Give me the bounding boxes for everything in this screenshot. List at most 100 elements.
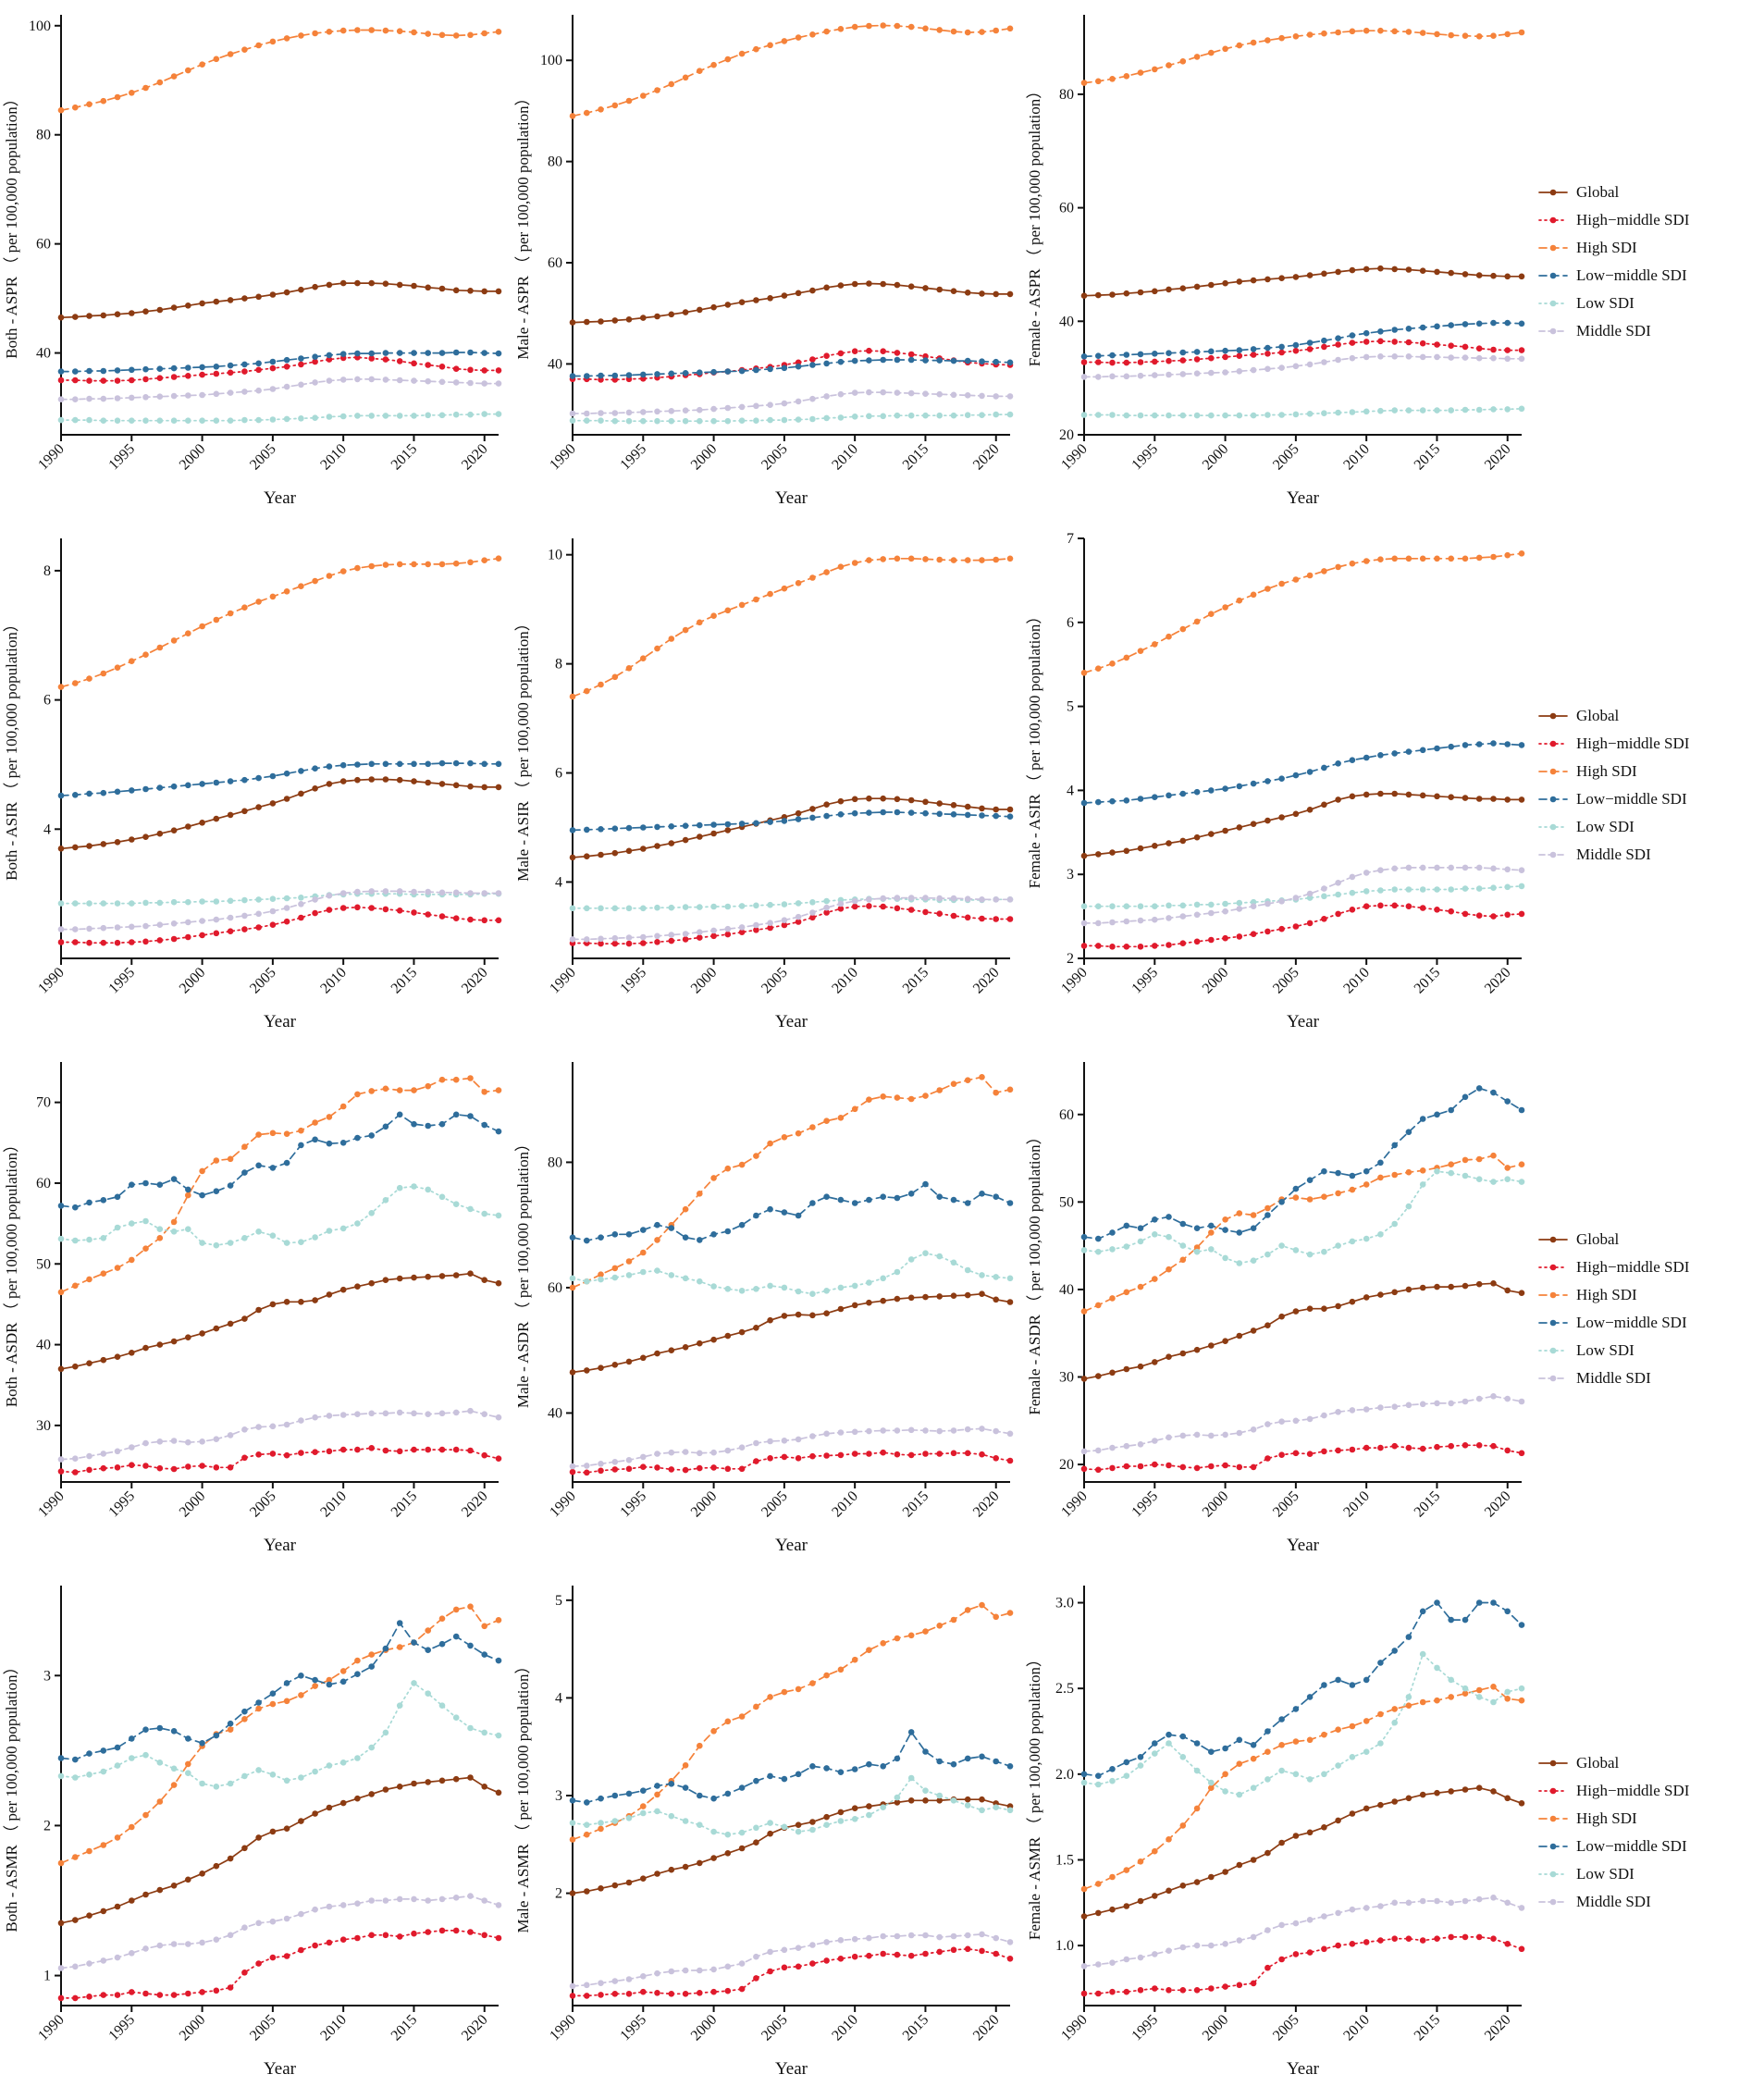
y-tick-label: 50 bbox=[36, 1256, 51, 1272]
series-line-middle bbox=[60, 378, 500, 401]
legend-item-low: Low SDI bbox=[1537, 293, 1764, 314]
x-tick-label: 2005 bbox=[247, 1488, 279, 1521]
x-tick-label: 2015 bbox=[1412, 441, 1444, 474]
y-axis-title: Female - ASPR （ per 100,000 population） bbox=[1026, 83, 1043, 366]
x-tick-label: 1990 bbox=[35, 2012, 68, 2044]
legend-label: High−middle SDI bbox=[1576, 1782, 1690, 1799]
x-tick-label: 2010 bbox=[317, 2012, 350, 2044]
chart-row-aspr: 40 60 80 100 1990 1995 2000 2005 2010 2015 2020 Yea… bbox=[0, 0, 1764, 524]
series-line-low_middle bbox=[572, 1730, 1011, 1804]
x-tick-label: 1990 bbox=[1058, 965, 1091, 997]
chart-male-asdr: 40 60 80 1990 1995 2000 2005 2010 2015 2020 Year Ma… bbox=[514, 1062, 1014, 1555]
chart-male-asir: 4 6 8 10 1990 1995 2000 2005 2010 2015 2020 Year Mal… bbox=[514, 538, 1014, 1031]
series-line-high bbox=[572, 1604, 1011, 1841]
x-tick-label: 1990 bbox=[547, 1488, 579, 1521]
x-tick-label: 1990 bbox=[547, 441, 579, 474]
legend-key-icon bbox=[1538, 1787, 1568, 1795]
legend: Global High−middle SDI High SDI Low−middle … bbox=[1536, 1047, 1764, 1571]
series-line-middle bbox=[1083, 355, 1523, 378]
x-tick-label: 2010 bbox=[317, 441, 350, 474]
legend-label: Low SDI bbox=[1576, 1865, 1634, 1883]
y-tick-label: 8 bbox=[555, 657, 562, 673]
legend-key-icon bbox=[1538, 768, 1568, 775]
series-line-high bbox=[1083, 552, 1523, 674]
series-line-global bbox=[1083, 1282, 1523, 1380]
series-line-high bbox=[1083, 1685, 1523, 1890]
chart-slot: 40 60 80 100 1990 1995 2000 2005 2010 2015 2020 Yea… bbox=[512, 0, 1023, 524]
y-tick-label: 6 bbox=[1067, 615, 1074, 631]
x-axis-title: Year bbox=[775, 488, 808, 508]
series-line-high_middle bbox=[60, 1447, 500, 1474]
y-tick-label: 80 bbox=[1059, 87, 1074, 103]
series-line-global bbox=[60, 1776, 500, 1924]
y-tick-label: 2 bbox=[1067, 951, 1074, 967]
legend-label: Global bbox=[1576, 707, 1620, 724]
chart-row-asir: 4 6 8 1990 1995 2000 2005 2010 2015 2020 Year Both … bbox=[0, 524, 1764, 1047]
series-line-global bbox=[1083, 793, 1523, 858]
legend-label: Global bbox=[1576, 1754, 1620, 1772]
chart-both-asmr: 1 2 3 1990 1995 2000 2005 2010 2015 2020 Year Both … bbox=[3, 1586, 502, 2079]
series-line-high bbox=[1083, 1154, 1523, 1313]
y-tick-label: 60 bbox=[1059, 201, 1074, 216]
x-axis-title: Year bbox=[264, 1536, 297, 1555]
legend-key-icon bbox=[1538, 1347, 1568, 1354]
legend-label: High SDI bbox=[1576, 762, 1637, 780]
chart-both-asdr: 30 40 50 60 70 1990 1995 2000 2005 2010 2015 2020 Ye… bbox=[3, 1062, 502, 1555]
legend-item-high_middle: High−middle SDI bbox=[1537, 1257, 1764, 1278]
legend-key-icon bbox=[1538, 189, 1568, 196]
x-axis-title: Year bbox=[1287, 2059, 1320, 2079]
legend-item-low: Low SDI bbox=[1537, 1340, 1764, 1361]
chart-slot: 4 6 8 10 1990 1995 2000 2005 2010 2015 2020 Year Mal… bbox=[512, 524, 1023, 1047]
x-axis-title: Year bbox=[775, 2059, 808, 2079]
legend-item-low_middle: Low−middle SDI bbox=[1537, 1313, 1764, 1333]
x-tick-label: 2000 bbox=[177, 965, 209, 997]
y-tick-label: 10 bbox=[548, 548, 562, 563]
legend-label: Middle SDI bbox=[1576, 1893, 1651, 1910]
series-line-low_middle bbox=[572, 359, 1011, 377]
y-tick-label: 40 bbox=[548, 356, 562, 372]
row-charts: 30 40 50 60 70 1990 1995 2000 2005 2010 2015 2020 Ye… bbox=[0, 1047, 1536, 1571]
y-tick-label: 1.5 bbox=[1055, 1852, 1074, 1868]
x-axis-title: Year bbox=[1287, 1536, 1320, 1555]
x-axis-title: Year bbox=[264, 488, 297, 508]
x-axis-title: Year bbox=[775, 1536, 808, 1555]
series-line-global bbox=[60, 778, 500, 850]
x-tick-label: 2000 bbox=[177, 441, 209, 474]
legend-label: High−middle SDI bbox=[1576, 211, 1690, 228]
y-tick-label: 100 bbox=[540, 53, 562, 68]
legend-key-icon bbox=[1538, 1236, 1568, 1243]
x-tick-label: 2020 bbox=[459, 441, 491, 474]
y-tick-label: 80 bbox=[36, 128, 51, 143]
legend-item-high_middle: High−middle SDI bbox=[1537, 734, 1764, 754]
y-tick-label: 60 bbox=[548, 1280, 562, 1296]
series-line-global bbox=[1083, 1786, 1523, 1918]
series-line-high_middle bbox=[60, 906, 500, 945]
y-tick-label: 20 bbox=[1059, 1457, 1074, 1473]
legend-label: Low−middle SDI bbox=[1576, 266, 1687, 284]
y-tick-label: 2 bbox=[555, 1886, 562, 1902]
y-axis-title: Male - ASIR （ per 100,000 population） bbox=[514, 615, 532, 882]
series-line-middle bbox=[60, 1895, 500, 1969]
x-tick-label: 2000 bbox=[688, 965, 721, 997]
x-tick-label: 2015 bbox=[900, 2012, 932, 2044]
series-line-low_middle bbox=[60, 1621, 500, 1760]
y-tick-label: 5 bbox=[1067, 699, 1074, 715]
y-tick-label: 1 bbox=[43, 1969, 51, 1984]
y-tick-label: 40 bbox=[1059, 1282, 1074, 1298]
x-tick-label: 1990 bbox=[547, 965, 579, 997]
legend-label: Global bbox=[1576, 1230, 1620, 1248]
y-tick-label: 8 bbox=[43, 563, 51, 579]
x-tick-label: 2005 bbox=[759, 1488, 791, 1521]
x-tick-label: 2000 bbox=[1200, 965, 1232, 997]
chart-female-asdr: 20 30 40 50 60 1990 1995 2000 2005 2010 2015 2020 Ye… bbox=[1026, 1062, 1525, 1555]
x-tick-label: 2015 bbox=[900, 441, 932, 474]
row-charts: 40 60 80 100 1990 1995 2000 2005 2010 2015 2020 Yea… bbox=[0, 0, 1536, 524]
x-tick-label: 2015 bbox=[900, 965, 932, 997]
legend-key-icon bbox=[1538, 244, 1568, 252]
legend-item-middle: Middle SDI bbox=[1537, 1892, 1764, 1912]
x-tick-label: 1995 bbox=[1129, 965, 1161, 997]
series-line-middle bbox=[60, 890, 500, 931]
x-tick-label: 2015 bbox=[900, 1488, 932, 1521]
legend-item-low: Low SDI bbox=[1537, 1864, 1764, 1884]
series-line-high bbox=[572, 24, 1011, 117]
